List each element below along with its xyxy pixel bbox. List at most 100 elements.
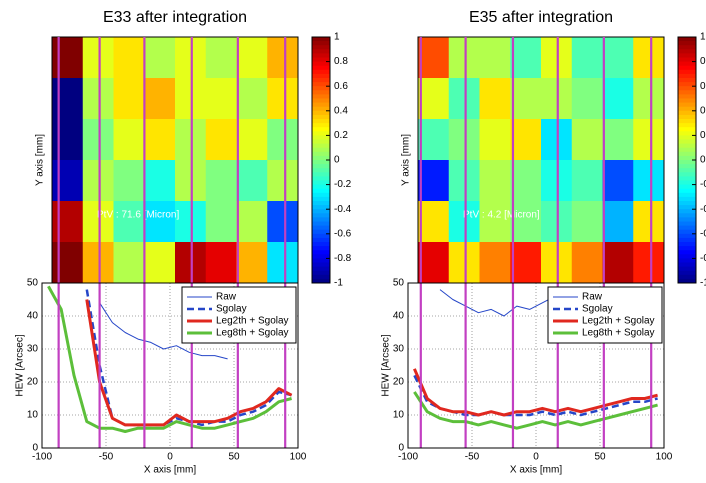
colorbar-swatch (312, 123, 330, 128)
colorbar-swatch (678, 86, 696, 91)
heatmap-cell (144, 37, 176, 79)
colorbar-tick-label: 0.6 (700, 81, 706, 92)
heatmap-cell (418, 37, 450, 79)
colorbar-swatch (678, 209, 696, 214)
heatmap-annotation: PtV : 71.6 [Micron] (97, 210, 179, 221)
heatmap-cell (479, 242, 511, 284)
heatmap-cell (205, 37, 237, 79)
colorbar-swatch (312, 69, 330, 75)
colorbar-swatch (678, 258, 696, 263)
heatmap-cell (541, 201, 573, 243)
colorbar-swatch (312, 151, 330, 157)
colorbar-swatch (678, 172, 696, 177)
heatmap-cell (633, 242, 665, 284)
heatmap-cell (82, 242, 114, 284)
colorbar-tick-label: 0.8 (700, 56, 706, 67)
y-tick-label: 20 (27, 377, 39, 388)
heatmap-cell (205, 160, 237, 202)
colorbar-swatch (678, 114, 696, 120)
colorbar-swatch (678, 176, 696, 181)
colorbar-swatch (678, 237, 696, 243)
colorbar-swatch (678, 110, 696, 116)
y-tick-label: 30 (27, 344, 39, 355)
x-tick-label: -100 (32, 452, 52, 463)
data-line (413, 391, 658, 430)
y-tick-label: 30 (393, 344, 405, 355)
colorbar-swatch (312, 176, 330, 181)
heatmap-cell (418, 242, 450, 284)
colorbar-swatch (678, 164, 696, 169)
heatmap-cell (510, 37, 542, 79)
heatmap-cell (418, 78, 450, 120)
colorbar-swatch (678, 78, 696, 83)
heatmap-cell (205, 119, 237, 161)
heatmap-cell (602, 160, 634, 202)
heatmap-cell (113, 201, 145, 243)
colorbar-tick-label: -0.2 (700, 179, 706, 190)
colorbar-swatch (312, 82, 330, 87)
heatmap-cell (633, 201, 665, 243)
heatmap-cell (418, 201, 450, 243)
colorbar-swatch (312, 102, 330, 108)
colorbar-swatch (678, 131, 696, 136)
colorbar-swatch (678, 270, 696, 276)
heatmap-cell (510, 201, 542, 243)
y-tick-label: 40 (27, 311, 39, 322)
colorbar-swatch (678, 266, 696, 272)
heatmap-cell (236, 78, 268, 120)
colorbar-swatch (312, 168, 330, 173)
x-tick-label: 50 (228, 452, 240, 463)
colorbar-swatch (312, 192, 330, 198)
colorbar-swatch (312, 155, 330, 161)
colorbar-swatch (678, 41, 696, 46)
colorbar-swatch (312, 61, 330, 67)
colorbar-swatch (312, 135, 330, 140)
heatmap-title: E35 after integration (469, 9, 613, 26)
colorbar-swatch (678, 217, 696, 222)
heatmap-title: E33 after integration (103, 9, 247, 26)
colorbar-swatch (678, 274, 696, 280)
colorbar-swatch (312, 119, 330, 124)
heatmap-cell (510, 119, 542, 161)
heatmap-cell (175, 78, 207, 120)
colorbar-swatch (312, 254, 330, 259)
heatmap-cell (175, 119, 207, 161)
colorbar-tick-label: 0.2 (334, 130, 348, 141)
colorbar-swatch (312, 53, 330, 58)
data-line (85, 299, 293, 427)
heatmap-cell (479, 160, 511, 202)
colorbar-swatch (678, 192, 696, 198)
heatmap-cell (175, 37, 207, 79)
y-tick-label: 0 (32, 443, 38, 454)
colorbar-tick-label: 0 (334, 155, 340, 166)
colorbar-tick-label: 0.6 (334, 81, 348, 92)
colorbar-swatch (312, 45, 330, 50)
heatmap-cell (633, 78, 665, 120)
colorbar-swatch (678, 61, 696, 67)
colorbar-swatch (312, 127, 330, 132)
colorbar-swatch (678, 123, 696, 128)
colorbar-swatch (678, 57, 696, 63)
plot-frame (407, 282, 665, 449)
heatmap-cell (541, 119, 573, 161)
heatmap-cell (175, 242, 207, 284)
y-tick-label: 20 (393, 377, 405, 388)
colorbar-swatch (312, 147, 330, 153)
colorbar-swatch (312, 217, 330, 222)
heatmap-cell (82, 78, 114, 120)
colorbar-swatch (678, 205, 696, 210)
colorbar-swatch (312, 274, 330, 280)
colorbar-swatch (678, 94, 696, 99)
heatmap-cell (52, 160, 84, 202)
colorbar-swatch (678, 53, 696, 58)
heatmap-cell (205, 201, 237, 243)
heatmap-cell (571, 37, 603, 79)
colorbar-tick-label: -0.6 (700, 228, 706, 239)
heatmap-cell (236, 201, 268, 243)
heatmap-cell (113, 242, 145, 284)
colorbar-swatch (678, 82, 696, 87)
x-tick-label: 100 (656, 452, 673, 463)
colorbar-swatch (678, 151, 696, 157)
legend-label: Sgolay (582, 304, 613, 315)
